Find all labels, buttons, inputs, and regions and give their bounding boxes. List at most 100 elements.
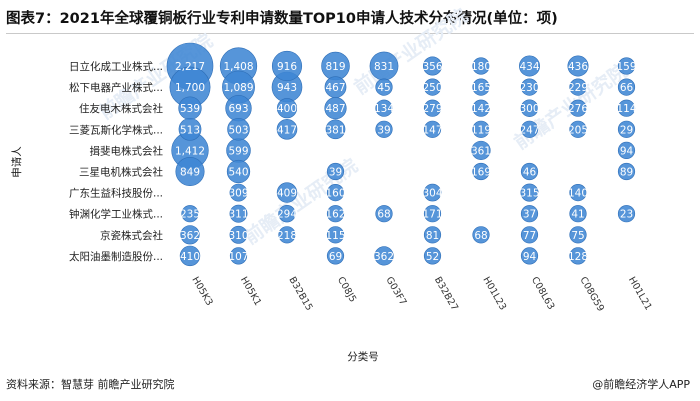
x-axis-labels: H05K3 H05K1 B32B15 C08J5 G03F7 B32B27 H01L23 C0… [189, 275, 653, 314]
bubble-value-label: 311 [228, 209, 248, 221]
bubble-value-label: 128 [568, 251, 588, 263]
bubble-value-label: 147 [422, 124, 442, 136]
bubble-value-label: 693 [228, 103, 248, 115]
bubble-value-label: 140 [568, 188, 588, 200]
bubble-point [472, 57, 490, 75]
brand-credit: @前瞻经济学人APP [592, 378, 690, 391]
bubble-value-label: 1,408 [223, 61, 253, 73]
bubble-value-label: 436 [568, 61, 588, 73]
bubble-point [520, 205, 539, 223]
bubble-value-label: 831 [374, 61, 394, 73]
x-tick-label: C08L63 [529, 275, 557, 312]
bubble-point [472, 120, 490, 138]
bubble-value-label: 218 [277, 230, 297, 242]
x-axis-title: 分类号 [347, 350, 379, 363]
bubble-value-label: 81 [426, 230, 439, 242]
bubble-value-label: 107 [228, 251, 248, 263]
bubble-value-label: 45 [377, 82, 390, 94]
bubble-point [520, 247, 539, 265]
watermark-text: 前瞻产业研究院 [350, 4, 472, 99]
bubble-point [617, 162, 636, 181]
bubble-value-label: 134 [374, 103, 394, 115]
bubble-value-label: 46 [523, 167, 537, 179]
bubble-point [326, 184, 345, 202]
bubble-value-label: 434 [519, 61, 539, 73]
bubble-value-label: 94 [620, 145, 634, 157]
bubble-value-label: 142 [471, 103, 491, 115]
bubble-value-label: 29 [620, 124, 633, 136]
bubble-value-label: 467 [325, 82, 345, 94]
bubble-point [175, 156, 205, 187]
bubble-point [423, 205, 442, 223]
bubble-value-label: 169 [471, 167, 491, 179]
bubble-value-label: 409 [277, 188, 297, 200]
bubble-value-label: 276 [568, 103, 588, 115]
bubble-point [326, 205, 345, 223]
y-tick-label: 太阳油墨制造股份... [69, 250, 163, 263]
y-tick-label: 三星电机株式会社 [79, 166, 163, 179]
y-axis-labels: 日立化成工业株式... 松下电器产业株式... 住友电木株式会社三菱瓦斯化学株式..… [69, 60, 164, 263]
x-tick-label: H05K3 [189, 275, 214, 308]
bubble-point [229, 225, 248, 244]
bubble-value-label: 362 [180, 230, 200, 242]
bubble-point [569, 205, 587, 223]
bubble-point [569, 99, 587, 117]
bubble-value-label: 37 [523, 209, 536, 221]
bubble-point [226, 159, 251, 184]
bubble-point [278, 205, 296, 223]
bubble-point [423, 78, 442, 96]
x-tick-label: H05K1 [238, 275, 263, 308]
bubble-value-label: 294 [277, 209, 297, 221]
bubble-value-label: 310 [228, 230, 248, 242]
bubble-point [617, 141, 636, 159]
bubble-value-label: 94 [523, 251, 537, 263]
bubble-point [325, 119, 346, 140]
bubble-point [179, 245, 201, 267]
bubble-value-label: 362 [374, 251, 394, 263]
bubble-value-label: 356 [422, 61, 442, 73]
bubble-value-label: 23 [620, 209, 633, 221]
bubble-value-label: 39 [329, 167, 342, 179]
bubble-value-label: 503 [228, 124, 248, 136]
bubble-value-label: 247 [519, 124, 539, 136]
bubble-point [422, 56, 443, 76]
bubble-value-label: 68 [377, 209, 390, 221]
bubble-point [375, 205, 393, 223]
bubble-point [326, 226, 345, 244]
bubble-point [520, 162, 539, 181]
bubble-point [520, 226, 539, 244]
y-tick-label: 住友电木株式会社 [79, 102, 163, 115]
chart-title: 图表7：2021年全球覆铜板行业专利申请数量TOP10申请人技术分布情况(单位：… [6, 11, 558, 27]
bubble-value-label: 162 [325, 209, 345, 221]
bubble-point [472, 226, 490, 244]
bubble-value-label: 171 [422, 209, 442, 221]
bubble-point [180, 225, 200, 245]
y-tick-label: 揖斐电株式会社 [90, 144, 164, 157]
bubble-value-label: 410 [180, 251, 200, 263]
bubble-value-label: 279 [422, 103, 442, 115]
bubble-value-label: 75 [571, 230, 584, 242]
bubble-point [617, 120, 636, 138]
bubble-point [324, 76, 347, 98]
bubble-value-label: 229 [568, 82, 588, 94]
source-note: 资料来源：智慧芽 前瞻产业研究院 [6, 378, 175, 391]
x-tick-label: C08G59 [577, 275, 606, 314]
bubble-value-label: 1,089 [223, 82, 253, 94]
bubble-value-label: 599 [228, 145, 248, 157]
y-tick-label: 京瓷株式会社 [100, 229, 163, 242]
bubble-point [229, 183, 248, 202]
bubble-value-label: 69 [329, 251, 342, 263]
bubble-point [229, 247, 248, 265]
bubble-point [423, 226, 442, 244]
x-tick-label: H01L21 [626, 275, 654, 312]
bubble-point [278, 226, 296, 244]
bubble-point [472, 162, 490, 181]
bubble-point [617, 57, 636, 75]
x-tick-label: H01L23 [480, 275, 508, 312]
bubble-point [569, 247, 587, 265]
bubble-value-label: 1,412 [175, 145, 205, 157]
bubble-point [567, 55, 589, 77]
